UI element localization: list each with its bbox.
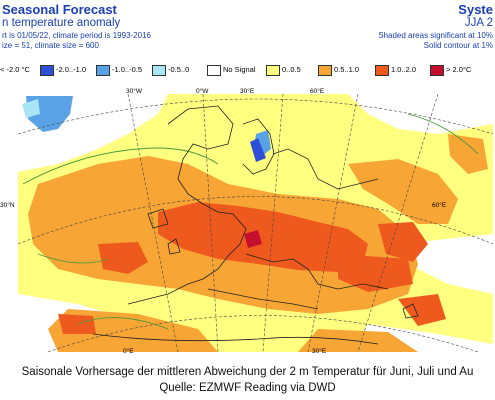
caption-source: Quelle: EZMWF Reading via DWD <box>159 382 336 394</box>
strong-warm-anomaly-area <box>98 242 148 274</box>
legend-label: 1.0..2.0 <box>391 65 417 74</box>
strong-warm-anomaly-area <box>398 294 446 326</box>
legend-item: 1.0..2.0 <box>375 64 416 76</box>
ensemble-size-info: ize = 51, climate size = 600 <box>2 41 99 50</box>
legend-label: 0..0.5 <box>282 65 301 74</box>
forecast-subtitle: n temperature anomaly <box>2 17 121 29</box>
anomaly-map-canvas: 30°W <box>18 94 493 352</box>
legend-item: > 2.0°C <box>430 64 471 76</box>
legend-item: No Signal <box>207 64 256 76</box>
contour-note: Solid contour at 1% <box>423 41 493 50</box>
cool-anomaly-area <box>22 99 40 118</box>
legend-swatch <box>318 64 332 76</box>
legend-item: < -2.0 °C <box>0 64 30 76</box>
legend-item: -0.5..0 <box>152 64 189 76</box>
legend-item: -1.0..-0.5 <box>96 64 142 76</box>
season-label: JJA 2 <box>464 17 493 29</box>
legend-swatch <box>40 64 54 76</box>
legend-swatch <box>430 64 444 76</box>
anomaly-map: 30°W 30°W 0°W 30°E 60°E 0°E 30°E 30°N 60… <box>0 88 493 355</box>
forecast-title: Seasonal Forecast <box>2 2 117 17</box>
strong-warm-anomaly-area <box>378 222 428 262</box>
significance-note: Shaded areas significant at 10% <box>378 31 493 40</box>
lon-label: 30°E <box>240 88 255 95</box>
warm-anomaly-area <box>448 134 488 174</box>
no-signal-area <box>348 94 493 134</box>
legend-label: -0.5..0 <box>168 65 190 74</box>
lon-label: 0°W <box>196 88 209 95</box>
legend-label: > 2.0°C <box>446 65 472 74</box>
legend-swatch <box>96 64 110 76</box>
strong-warm-anomaly-area <box>338 254 413 292</box>
cool-anomaly-area <box>250 138 266 162</box>
warm-anomaly-area <box>298 329 418 352</box>
lat-label: 60°E <box>432 202 447 209</box>
legend-item: 0.5..1.0 <box>318 64 359 76</box>
legend-item: 0..0.5 <box>266 64 301 76</box>
caption-line: Saisonale Vorhersage der mittleren Abwei… <box>21 366 474 378</box>
legend-item: -2.0..-1.0 <box>40 64 86 76</box>
legend-label: 0.5..1.0 <box>334 65 360 74</box>
legend-label: < -2.0 °C <box>0 65 30 74</box>
legend-swatch <box>266 64 280 76</box>
significance-contour <box>22 113 479 330</box>
legend-label: -2.0..-1.0 <box>56 65 87 74</box>
coastline <box>92 105 419 345</box>
lat-label: 30°N <box>0 202 15 209</box>
lon-label: 60°E <box>310 88 325 95</box>
extreme-warm-anomaly-area <box>244 230 262 248</box>
warm-anomaly-area <box>348 159 458 224</box>
lon-label: 30°E <box>312 348 327 355</box>
lon-label: 0°E <box>123 348 134 355</box>
lon-label: 30°W <box>126 88 142 95</box>
legend-swatch <box>152 64 166 76</box>
legend-label: -1.0..-0.5 <box>112 65 143 74</box>
system-label: Syste <box>458 2 493 17</box>
graticule <box>18 94 493 352</box>
legend-swatch <box>375 64 389 76</box>
strong-warm-anomaly-area <box>58 314 96 334</box>
legend-swatch <box>207 64 221 76</box>
legend-label: No Signal <box>223 65 256 74</box>
forecast-start-info: rt is 01/05/22, climate period is 1993-2… <box>2 31 151 40</box>
forecast-header: Seasonal Forecast n temperature anomaly … <box>0 0 495 88</box>
